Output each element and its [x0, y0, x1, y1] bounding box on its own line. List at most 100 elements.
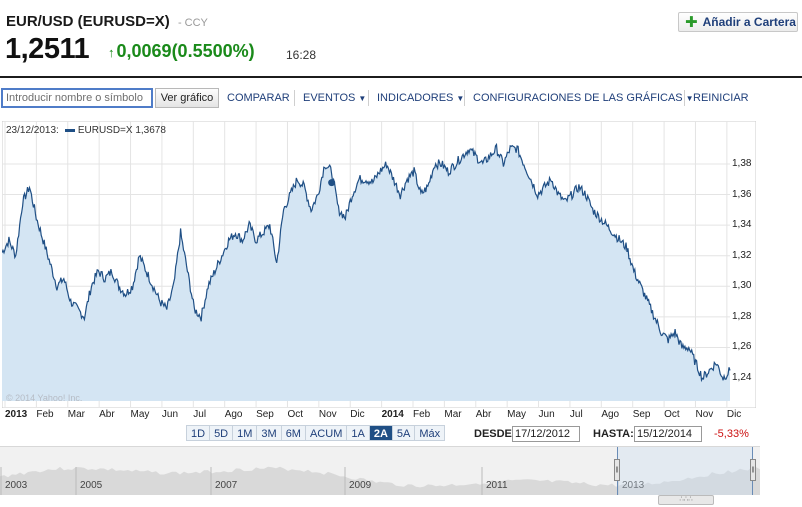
symbol-search-input[interactable]: [1, 88, 153, 108]
x-tick-label: Ago: [601, 409, 620, 420]
indicators-label: INDICADORES: [377, 92, 454, 104]
toolbar-separator: [294, 90, 295, 106]
x-tick-label: Nov: [318, 409, 337, 420]
price-change: ↑ 0,0069(0.5500%): [108, 41, 255, 62]
exchange-label: - CCY: [177, 17, 208, 29]
add-to-portfolio-label: Añadir a Cartera: [702, 15, 796, 29]
price-time: 16:28: [286, 48, 317, 62]
toolbar-separator: [684, 90, 685, 106]
range-button-1d[interactable]: 1D: [187, 426, 211, 440]
x-tick-label: May: [130, 409, 150, 420]
y-tick-label: 1,36: [732, 188, 752, 200]
chart-settings-label: CONFIGURACIONES DE LAS GRÁFICAS: [473, 92, 683, 104]
x-tick-label: Sep: [632, 409, 651, 420]
x-tick-label: 2014: [381, 409, 404, 420]
navigator-year-label: 2005: [80, 480, 103, 491]
x-axis: 2013 Feb Mar Abr May Jun Jul Ago Sep Oct Nov Dic 201…: [0, 409, 760, 423]
change-percent: (0.5500%): [171, 41, 255, 61]
change-value: 0,0069: [116, 41, 172, 61]
add-to-portfolio-button[interactable]: ✚ Añadir a Cartera: [678, 12, 798, 32]
series-line: [2, 142, 731, 383]
x-tick-label: Ago: [224, 409, 243, 420]
x-tick-label: May: [507, 409, 527, 420]
range-button-6m[interactable]: 6M: [281, 426, 306, 440]
legend-date: 23/12/2013:: [6, 125, 59, 136]
navigator-year-label: 2007: [215, 480, 238, 491]
symbol-title: EUR/USD (EURUSD=X): [6, 13, 170, 30]
range-button-2a[interactable]: 2A: [369, 426, 393, 440]
navigator-year-label: 2013: [622, 480, 645, 491]
dropdown-arrow-icon: ▼: [358, 94, 367, 103]
chart-canvas[interactable]: [2, 121, 756, 408]
compare-label: COMPARAR: [227, 92, 290, 104]
events-menu[interactable]: EVENTOS ▼: [303, 92, 366, 104]
hover-point[interactable]: [328, 179, 336, 187]
range-button-acum[interactable]: ACUM: [305, 426, 348, 440]
x-tick-label: Feb: [36, 409, 54, 420]
chart-settings-menu[interactable]: CONFIGURACIONES DE LAS GRÁFICAS ▼: [473, 92, 694, 104]
copyright-notice: © 2014 Yahoo! Inc.: [6, 393, 83, 403]
legend-series: EURUSD=X 1,3678: [77, 125, 166, 136]
range-button-5a[interactable]: 5A: [392, 426, 416, 440]
x-tick-label: Nov: [695, 409, 714, 420]
range-button-5d[interactable]: 5D: [210, 426, 234, 440]
range-button-1m[interactable]: 1M: [233, 426, 258, 440]
x-tick-label: Sep: [256, 409, 274, 420]
series-area: [2, 144, 730, 401]
y-tick-label: 1,34: [732, 219, 752, 231]
dropdown-arrow-icon: ▼: [456, 94, 465, 103]
range-button-máx[interactable]: Máx: [415, 426, 445, 440]
x-tick-label: Oct: [287, 409, 304, 420]
navigator-year-label: 2011: [486, 480, 508, 491]
navigator-right-handle[interactable]: ||: [750, 459, 756, 481]
navigator-year-label: 2003: [5, 480, 28, 491]
navigator-area: [0, 466, 760, 495]
x-tick-label: Jul: [569, 409, 583, 420]
x-tick-label: 2013: [5, 409, 28, 420]
from-label: DESDE:: [474, 428, 516, 440]
events-label: EVENTOS: [303, 92, 356, 104]
to-label: HASTA:: [593, 428, 634, 440]
y-tick-label: 1,28: [732, 310, 752, 322]
y-tick-label: 1,30: [732, 280, 752, 292]
compare-menu[interactable]: COMPARAR: [227, 92, 290, 104]
navigator[interactable]: 2003 2005 2007 2009 2011 2013 || ||: [0, 446, 760, 495]
price-chart[interactable]: 23/12/2013: EURUSD=X 1,3678 © 2014 Yahoo!…: [2, 121, 756, 408]
plus-icon: ✚: [685, 13, 698, 31]
view-chart-button[interactable]: Ver gráfico: [155, 88, 219, 108]
range-button-1a[interactable]: 1A: [347, 426, 370, 440]
navigator-scrollbar[interactable]: ∴∴∴: [658, 495, 714, 505]
x-tick-label: Feb: [413, 409, 431, 420]
chart-legend: 23/12/2013: EURUSD=X 1,3678: [6, 125, 166, 136]
range-button-3m[interactable]: 3M: [257, 426, 282, 440]
x-tick-label: Dic: [726, 409, 742, 420]
x-tick-label: Abr: [99, 409, 115, 420]
toolbar-separator: [464, 90, 465, 106]
y-tick-label: 1,32: [732, 249, 752, 261]
x-tick-label: Jun: [161, 409, 179, 420]
indicators-menu[interactable]: INDICADORES ▼: [377, 92, 464, 104]
to-date-input[interactable]: [634, 426, 702, 442]
from-date-input[interactable]: [512, 426, 580, 442]
x-tick-label: Jun: [538, 409, 555, 420]
x-tick-label: Mar: [67, 409, 85, 420]
x-tick-label: Abr: [475, 409, 492, 420]
reset-label: REINICIAR: [693, 92, 749, 104]
reset-button[interactable]: REINICIAR: [693, 92, 749, 104]
page-title: EUR/USD (EURUSD=X) - CCY: [6, 13, 208, 30]
dropdown-arrow-icon: ▼: [685, 94, 694, 103]
range-change-percent: -5,33%: [714, 428, 749, 440]
header-divider: [0, 76, 802, 78]
toolbar-separator: [368, 90, 369, 106]
x-tick-label: Dic: [350, 409, 365, 420]
y-tick-label: 1,24: [732, 372, 752, 384]
up-arrow-icon: ↑: [108, 45, 115, 60]
y-tick-label: 1,38: [732, 157, 752, 169]
range-selector: 1D 5D 1M 3M 6M ACUM 1A 2A 5A Máx: [186, 425, 446, 441]
navigator-window[interactable]: [617, 447, 753, 495]
last-price: 1,2511: [5, 33, 90, 65]
chart-toolbar: Ver gráfico COMPARAR EVENTOS▼ INDICADORE…: [0, 87, 802, 109]
x-tick-label: Mar: [444, 409, 462, 420]
navigator-left-handle[interactable]: ||: [614, 459, 620, 481]
y-tick-label: 1,26: [732, 341, 752, 353]
